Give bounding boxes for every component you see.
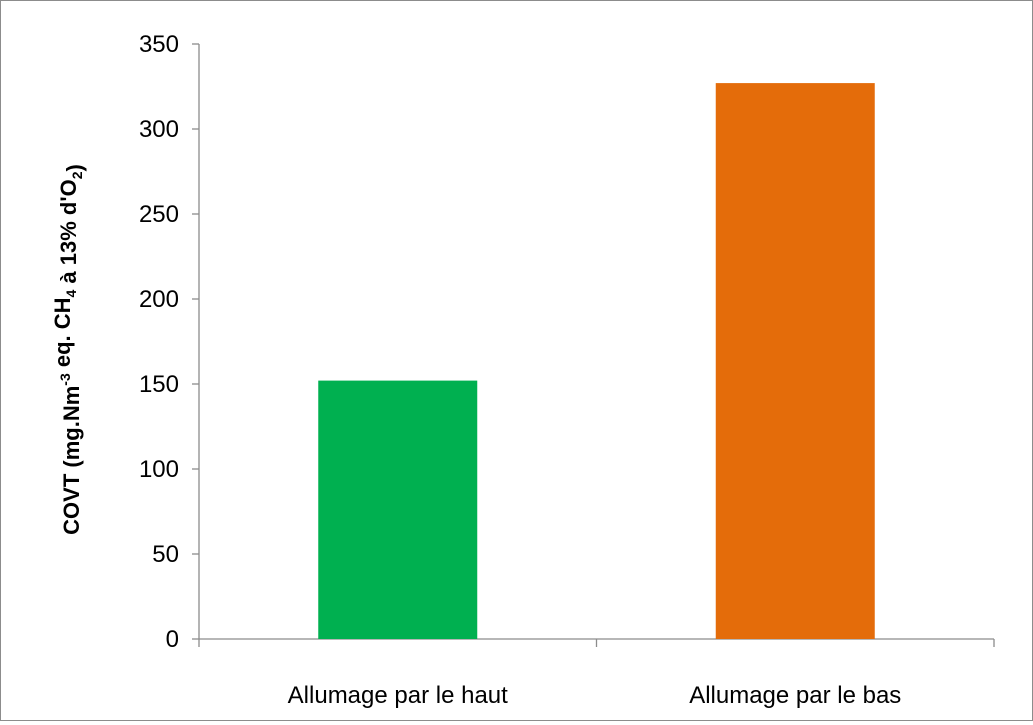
y-tick-label: 300 [139,116,179,143]
x-category-label: Allumage par le bas [689,682,901,709]
y-tick-label: 200 [139,286,179,313]
y-tick-labels: 0 50 100 150 200 250 300 350 [139,31,179,653]
bar-1 [318,380,478,639]
y-tick-label: 350 [139,31,179,58]
x-category-labels: Allumage par le haut Allumage par le bas [288,682,902,709]
bars [318,83,875,640]
bar-2 [715,83,875,640]
y-tick-label: 50 [152,541,179,568]
y-axis-title: COVT (mg.Nm-3 eq. CH4 à 13% d'O2) [50,164,87,535]
y-tick-label: 150 [139,371,179,398]
y-axis-title-text: COVT (mg.Nm-3 eq. CH4 à 13% d'O2) [50,164,87,535]
x-category-label: Allumage par le haut [288,682,508,709]
y-tick-label: 100 [139,456,179,483]
y-tick-label: 0 [166,626,179,653]
y-tick-label: 250 [139,201,179,228]
